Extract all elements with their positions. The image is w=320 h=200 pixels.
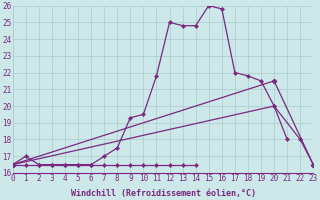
X-axis label: Windchill (Refroidissement éolien,°C): Windchill (Refroidissement éolien,°C)	[70, 189, 255, 198]
